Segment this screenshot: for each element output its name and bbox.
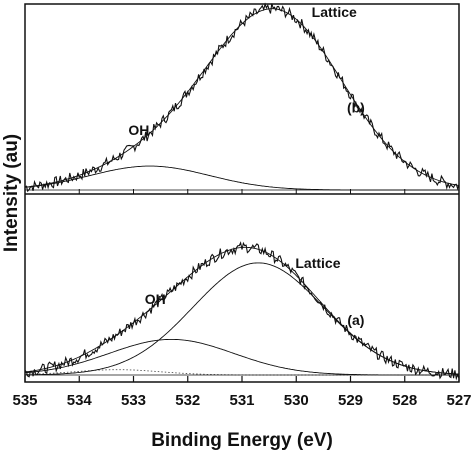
panel-a-component-oh-line — [24, 338, 459, 376]
annotation-a-lattice: Lattice — [295, 255, 340, 271]
y-axis-title: Intensity (au) — [1, 134, 22, 252]
x-tick-labels: 535 534 533 532 531 530 529 528 527 — [12, 392, 471, 409]
x-ticks — [24, 189, 460, 382]
panel-b-measured-line — [24, 2, 460, 193]
series-layer — [24, 2, 460, 381]
annotation-b-b: (b) — [347, 100, 365, 116]
x-tick-label-533: 533 — [121, 392, 146, 409]
panel-a-component-line-minor — [25, 369, 459, 376]
x-axis-title: Binding Energy (eV) — [151, 430, 333, 451]
panel-b-envelope-line — [24, 8, 460, 188]
panel-a-component-lattice-line — [25, 262, 459, 376]
x-tick-label-534: 534 — [67, 392, 93, 409]
x-tick-label-527: 527 — [446, 392, 471, 409]
annotation-a-oh: OH — [145, 291, 166, 307]
annotation-a-a: (a) — [347, 312, 364, 328]
annotation-b-oh: OH — [128, 122, 149, 138]
x-tick-label-532: 532 — [175, 392, 200, 409]
annotations-layer: Lattice OH (b) Lattice OH (a) — [128, 4, 364, 328]
x-tick-label-535: 535 — [12, 392, 37, 409]
x-tick-label-528: 528 — [392, 392, 417, 409]
annotation-b-lattice: Lattice — [312, 4, 357, 20]
panel-a-measured-line — [24, 241, 460, 381]
x-tick-label-531: 531 — [229, 392, 254, 409]
x-tick-label-530: 530 — [284, 392, 309, 409]
x-tick-label-529: 529 — [338, 392, 363, 409]
